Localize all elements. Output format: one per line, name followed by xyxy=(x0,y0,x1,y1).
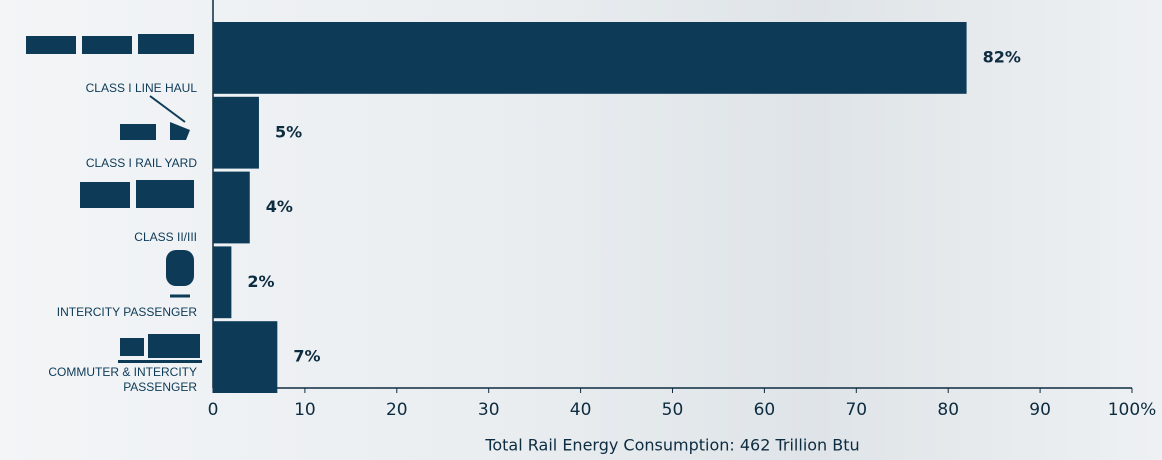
x-tick-label: 70 xyxy=(845,400,867,420)
category-label: COMMUTER & INTERCITY PASSENGER xyxy=(48,365,197,394)
x-axis-label: Total Rail Energy Consumption: 462 Trill… xyxy=(484,436,859,455)
bar xyxy=(213,22,967,94)
value-label: 2% xyxy=(247,272,274,291)
x-tick-label: 0 xyxy=(208,400,219,420)
x-tick-label: 50 xyxy=(662,400,684,420)
value-label: 5% xyxy=(275,122,302,141)
x-tick-label: 40 xyxy=(570,400,592,420)
x-tick-label: 20 xyxy=(386,400,408,420)
x-tick-label: 90 xyxy=(1029,400,1051,420)
bar xyxy=(213,321,278,393)
bar xyxy=(213,96,259,169)
category-label: INTERCITY PASSENGER xyxy=(56,305,197,320)
bar xyxy=(213,171,250,244)
value-label: 82% xyxy=(983,48,1021,67)
x-tick-label: 30 xyxy=(478,400,500,420)
category-label: CLASS I RAIL YARD xyxy=(85,155,197,170)
x-tick-label: 100% xyxy=(1108,400,1157,420)
value-label: 4% xyxy=(266,197,293,216)
x-tick-label: 80 xyxy=(937,400,959,420)
value-label: 7% xyxy=(293,347,320,366)
category-label: CLASS I LINE HAUL xyxy=(85,80,197,95)
category-icons xyxy=(26,34,202,363)
category-label: CLASS II/III xyxy=(134,230,197,245)
x-tick-label: 10 xyxy=(294,400,316,420)
x-tick-label: 60 xyxy=(754,400,776,420)
bar xyxy=(213,246,232,319)
